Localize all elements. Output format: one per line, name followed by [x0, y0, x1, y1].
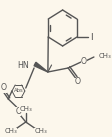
Text: Abs: Abs	[14, 89, 23, 93]
Text: O: O	[15, 106, 21, 115]
Polygon shape	[34, 62, 48, 72]
Text: O: O	[74, 78, 80, 86]
Text: CH₃: CH₃	[34, 128, 47, 134]
Text: O: O	[81, 56, 87, 65]
Text: CH₃: CH₃	[5, 128, 17, 134]
Text: HN: HN	[18, 61, 29, 69]
Text: O: O	[1, 83, 7, 92]
Text: CH₃: CH₃	[99, 53, 111, 59]
Text: CH₃: CH₃	[19, 106, 32, 112]
Text: I: I	[90, 32, 93, 42]
